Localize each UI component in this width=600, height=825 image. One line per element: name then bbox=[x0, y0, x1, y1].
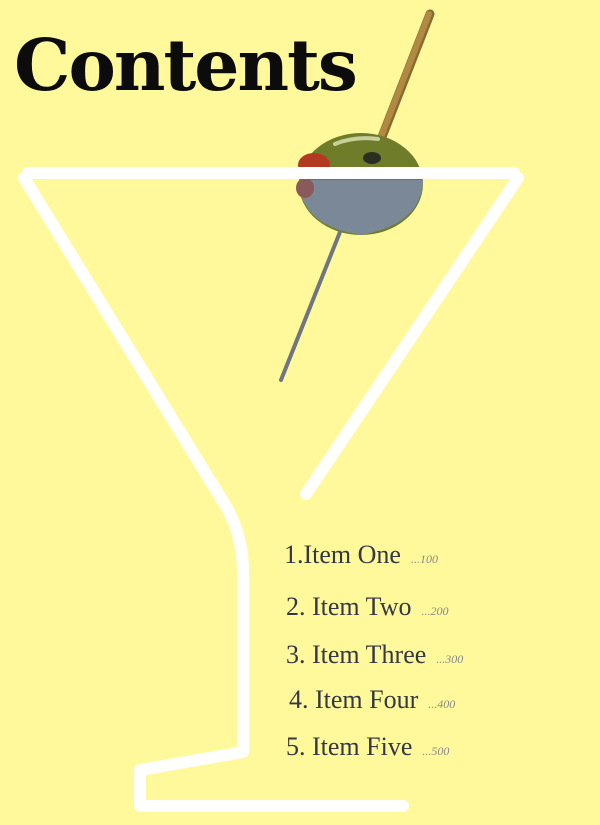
toothpick-submerged bbox=[279, 230, 342, 382]
glass-outline-right bbox=[300, 172, 524, 500]
toc-item-label: 3. Item Three bbox=[286, 640, 427, 669]
toc-item-label: 5. Item Five bbox=[286, 732, 413, 761]
toc-item-page: ...200 bbox=[421, 604, 449, 618]
toc-item[interactable]: 5. Item Five ...500 bbox=[286, 732, 449, 762]
toc-item[interactable]: 1.Item One ...100 bbox=[284, 540, 438, 570]
toc-item-label: 1.Item One bbox=[284, 540, 401, 569]
pimento-in-drink bbox=[296, 178, 314, 198]
glass-outline-left bbox=[18, 172, 409, 812]
toc-item[interactable]: 4. Item Four ...400 bbox=[289, 685, 455, 715]
olive-in-drink bbox=[299, 180, 423, 235]
toc-item[interactable]: 2. Item Two ...200 bbox=[286, 592, 449, 622]
toc-item[interactable]: 3. Item Three ...300 bbox=[286, 640, 463, 670]
olive-pick-hole bbox=[363, 152, 381, 164]
toc-item-page: ...500 bbox=[422, 744, 450, 758]
toothpick bbox=[369, 11, 432, 163]
page-title: Contents bbox=[14, 23, 358, 107]
toc-item-label: 4. Item Four bbox=[289, 685, 419, 714]
toc-item-page: ...300 bbox=[436, 652, 464, 666]
toc-item-label: 2. Item Two bbox=[286, 592, 412, 621]
toc-item-page: ...400 bbox=[428, 697, 456, 711]
toc-item-page: ...100 bbox=[410, 552, 438, 566]
olive-highlight bbox=[333, 136, 380, 146]
